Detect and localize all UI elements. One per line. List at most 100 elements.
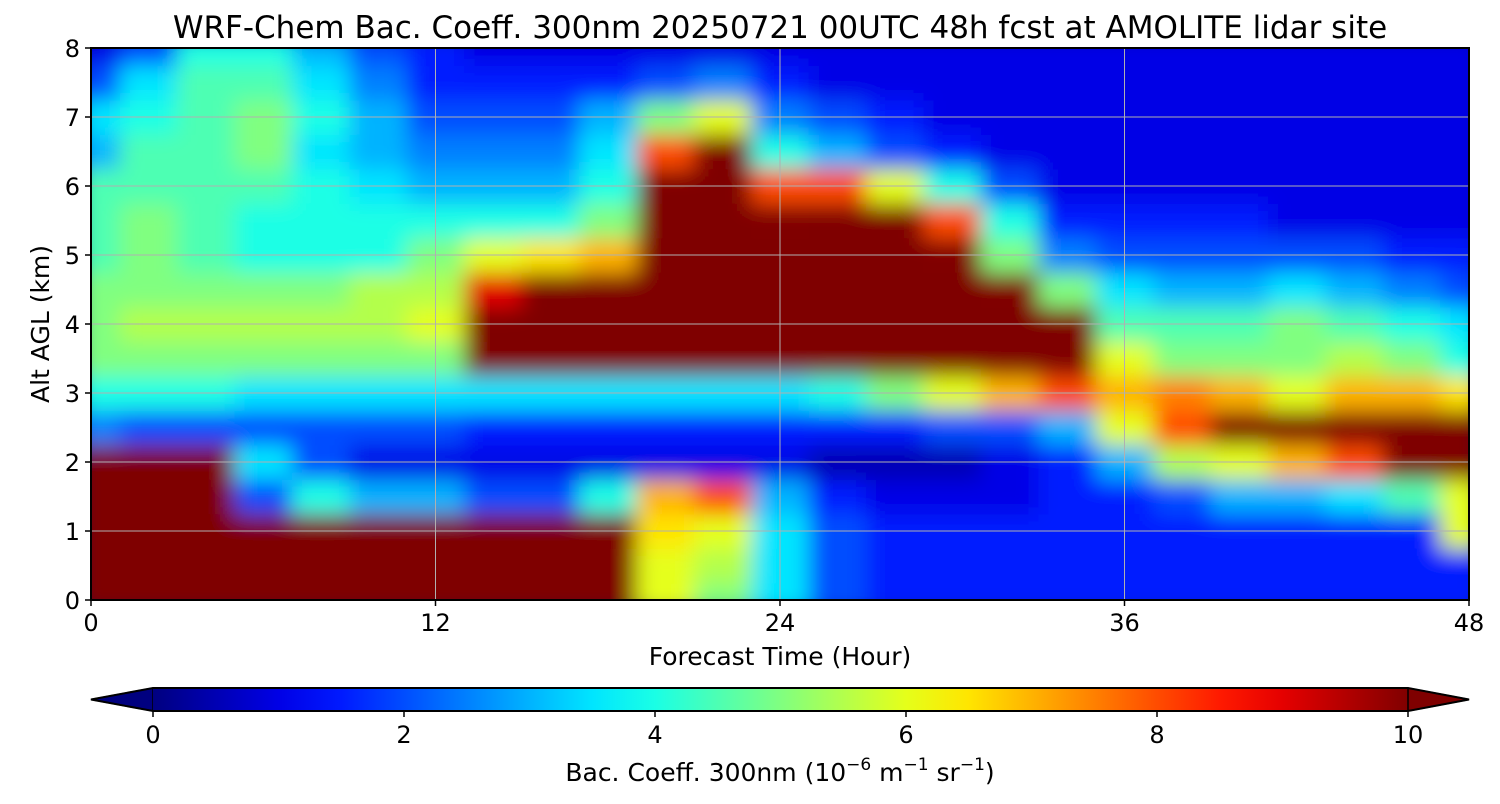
heatmap-cell	[119, 341, 178, 377]
heatmap-cell	[693, 272, 752, 308]
heatmap-cell	[464, 479, 523, 515]
heatmap-cell	[1440, 479, 1469, 515]
heatmap-cell	[866, 548, 925, 584]
heatmap-cell	[1268, 582, 1327, 600]
heatmap-cell	[1153, 548, 1212, 584]
heatmap-cell	[464, 134, 523, 170]
heatmap-cell	[91, 548, 121, 584]
heatmap-cell	[1210, 65, 1269, 101]
heatmap-cell	[579, 341, 638, 377]
heatmap-cell	[693, 341, 752, 377]
heatmap-cell	[1325, 203, 1384, 239]
heatmap-cell	[1382, 341, 1441, 377]
heatmap-cell	[1153, 410, 1212, 446]
heatmap-cell	[119, 479, 178, 515]
heatmap-cell	[579, 479, 638, 515]
heatmap-cell	[866, 134, 925, 170]
heatmap-cell	[521, 479, 580, 515]
heatmap-cell	[349, 272, 408, 308]
heatmap-cell	[1210, 48, 1269, 66]
heatmap-cell	[866, 48, 925, 66]
heatmap-cell	[980, 410, 1039, 446]
heatmap-cell	[1440, 410, 1469, 446]
colorbar-label-exp3: −1	[960, 755, 985, 775]
heatmap-cell	[1440, 272, 1469, 308]
heatmap-cell	[119, 410, 178, 446]
heatmap-cell	[636, 48, 695, 66]
heatmap-cell	[291, 582, 350, 600]
heatmap-cell	[579, 203, 638, 239]
heatmap-cell	[808, 203, 867, 239]
colorbar-label: Bac. Coeff. 300nm (10−6 m−1 sr−1)	[565, 755, 994, 787]
heatmap-cell	[521, 48, 580, 66]
colorbar-tick-label: 4	[647, 721, 662, 749]
heatmap-cell	[291, 479, 350, 515]
heatmap-cell	[808, 134, 867, 170]
heatmap-cell	[980, 582, 1039, 600]
heatmap-cell	[1210, 203, 1269, 239]
heatmap-cell	[923, 582, 982, 600]
heatmap-cell	[177, 203, 236, 239]
heatmap-cell	[1325, 479, 1384, 515]
heatmap-cell	[636, 203, 695, 239]
heatmap-cell	[1038, 272, 1097, 308]
heatmap-cell	[91, 410, 121, 446]
y-axis: 0 1 2 3 4 5 6 7 8	[65, 35, 91, 615]
colorbar-label-mid: m	[871, 758, 903, 787]
heatmap-cell	[693, 582, 752, 600]
heatmap-cell	[349, 48, 408, 66]
colorbar-label-prefix: Bac. Coeff. 300nm (10	[565, 758, 846, 787]
heatmap-cell	[521, 203, 580, 239]
heatmap-cell	[1325, 582, 1384, 600]
heatmap-cell	[579, 582, 638, 600]
heatmap-cell	[1153, 479, 1212, 515]
heatmap-cell	[636, 548, 695, 584]
heatmap-cell	[579, 548, 638, 584]
heatmap-cell	[1325, 272, 1384, 308]
colorbar-ticks: 0 2 4 6 8 10	[145, 711, 1423, 749]
heatmap-cell	[234, 48, 293, 66]
heatmap-cell	[1153, 134, 1212, 170]
heatmap-cell	[234, 410, 293, 446]
heatmap-cell	[91, 479, 121, 515]
heatmap-cell	[464, 272, 523, 308]
heatmap-cell	[177, 134, 236, 170]
heatmap-cell	[980, 134, 1039, 170]
colorbar-label-suffix: )	[985, 758, 995, 787]
heatmap-cell	[980, 548, 1039, 584]
heatmap-cell	[808, 341, 867, 377]
heatmap-cell	[1382, 48, 1441, 66]
heatmap-cell	[693, 203, 752, 239]
heatmap-cell	[579, 48, 638, 66]
heatmap-cell	[1325, 548, 1384, 584]
heatmap-cell	[808, 272, 867, 308]
heatmap-cell	[234, 548, 293, 584]
y-tick-label: 7	[65, 104, 80, 132]
heatmap-cell	[1210, 410, 1269, 446]
heatmap-cell	[1038, 48, 1097, 66]
heatmap-cell	[808, 479, 867, 515]
heatmap-cell	[119, 582, 178, 600]
heatmap-cell	[693, 410, 752, 446]
y-tick-label: 3	[65, 380, 80, 408]
heatmap-cell	[579, 65, 638, 101]
colorbar-tick-label: 0	[145, 721, 160, 749]
colorbar-body	[153, 688, 1408, 711]
heatmap-cell	[693, 134, 752, 170]
heatmap-cell	[1038, 479, 1097, 515]
heatmap-cell	[234, 479, 293, 515]
heatmap-cell	[521, 134, 580, 170]
chart-title: WRF-Chem Bac. Coeff. 300nm 20250721 00UT…	[173, 10, 1387, 46]
heatmap-cell	[291, 203, 350, 239]
heatmap-cell	[91, 272, 121, 308]
heatmap-cell	[119, 48, 178, 66]
y-tick-label: 6	[65, 173, 80, 201]
heatmap-cell	[1153, 48, 1212, 66]
heatmap-cell	[349, 203, 408, 239]
heatmap-cell	[91, 48, 121, 66]
x-axis: 0 12 24 36 48	[83, 600, 1484, 637]
heatmap-cell	[521, 548, 580, 584]
heatmap-cell	[636, 65, 695, 101]
heatmap-cell	[579, 134, 638, 170]
heatmap-cell	[808, 548, 867, 584]
